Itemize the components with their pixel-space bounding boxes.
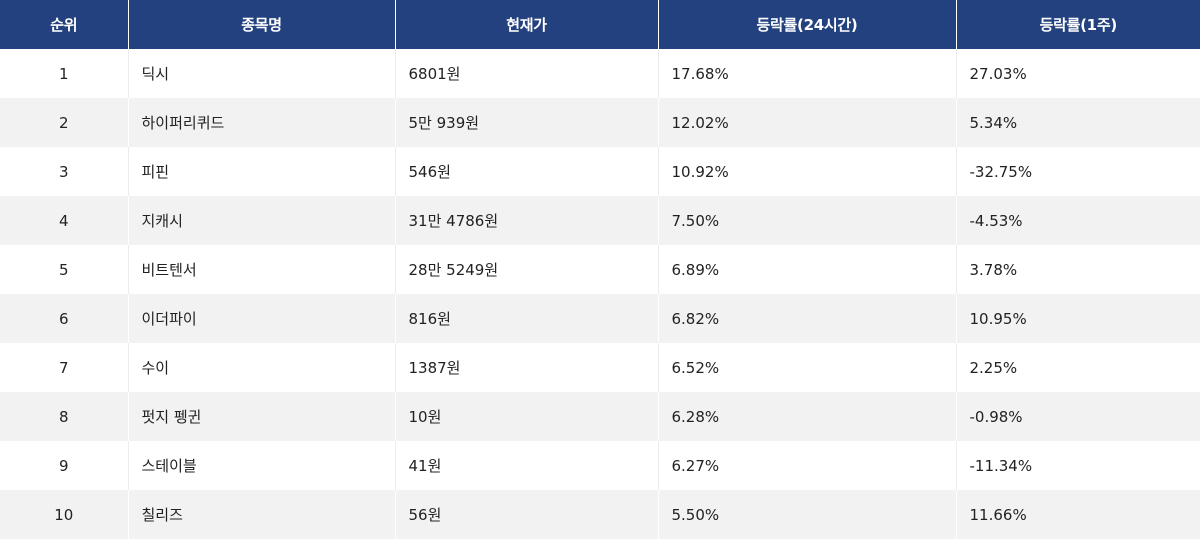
table-row: 1 딕시 6801원 17.68% 27.03% bbox=[0, 49, 1200, 98]
cell-price: 31만 4786원 bbox=[395, 196, 659, 245]
cell-rank: 4 bbox=[0, 196, 129, 245]
cell-price: 28만 5249원 bbox=[395, 245, 659, 294]
cell-change-24h: 17.68% bbox=[658, 49, 957, 98]
cell-name: 수이 bbox=[128, 343, 396, 392]
cell-change-24h: 5.50% bbox=[658, 490, 957, 539]
cell-price: 5만 939원 bbox=[395, 98, 659, 147]
cell-name: 하이퍼리퀴드 bbox=[128, 98, 396, 147]
cell-change-1w: -11.34% bbox=[956, 441, 1200, 490]
header-row: 순위 종목명 현재가 등락률(24시간) 등락률(1주) bbox=[0, 0, 1200, 49]
cell-change-1w: -4.53% bbox=[956, 196, 1200, 245]
cell-change-24h: 6.89% bbox=[658, 245, 957, 294]
table-header: 순위 종목명 현재가 등락률(24시간) 등락률(1주) bbox=[0, 0, 1200, 49]
cell-change-1w: 27.03% bbox=[956, 49, 1200, 98]
table-body: 1 딕시 6801원 17.68% 27.03% 2 하이퍼리퀴드 5만 939원 12.02%… bbox=[0, 49, 1200, 539]
table-row: 10 칠리즈 56원 5.50% 11.66% bbox=[0, 490, 1200, 539]
header-change-24h: 등락률(24시간) bbox=[658, 0, 957, 49]
cell-rank: 8 bbox=[0, 392, 129, 441]
table-row: 4 지캐시 31만 4786원 7.50% -4.53% bbox=[0, 196, 1200, 245]
cell-name: 비트텐서 bbox=[128, 245, 396, 294]
cell-change-24h: 10.92% bbox=[658, 147, 957, 196]
table-row: 6 이더파이 816원 6.82% 10.95% bbox=[0, 294, 1200, 343]
cell-rank: 9 bbox=[0, 441, 129, 490]
table-row: 2 하이퍼리퀴드 5만 939원 12.02% 5.34% bbox=[0, 98, 1200, 147]
header-change-1w: 등락률(1주) bbox=[956, 0, 1200, 49]
cell-change-24h: 6.27% bbox=[658, 441, 957, 490]
cell-change-24h: 12.02% bbox=[658, 98, 957, 147]
cell-price: 10원 bbox=[395, 392, 659, 441]
cell-change-1w: -32.75% bbox=[956, 147, 1200, 196]
table-row: 9 스테이블 41원 6.27% -11.34% bbox=[0, 441, 1200, 490]
cell-price: 41원 bbox=[395, 441, 659, 490]
cell-price: 546원 bbox=[395, 147, 659, 196]
cell-price: 816원 bbox=[395, 294, 659, 343]
cell-name: 이더파이 bbox=[128, 294, 396, 343]
cell-rank: 2 bbox=[0, 98, 129, 147]
table-row: 8 펏지 펭귄 10원 6.28% -0.98% bbox=[0, 392, 1200, 441]
cell-name: 지캐시 bbox=[128, 196, 396, 245]
cell-price: 56원 bbox=[395, 490, 659, 539]
cell-change-1w: 2.25% bbox=[956, 343, 1200, 392]
cell-rank: 3 bbox=[0, 147, 129, 196]
cell-rank: 7 bbox=[0, 343, 129, 392]
table-row: 5 비트텐서 28만 5249원 6.89% 3.78% bbox=[0, 245, 1200, 294]
cell-change-1w: 5.34% bbox=[956, 98, 1200, 147]
cell-name: 펏지 펭귄 bbox=[128, 392, 396, 441]
header-name: 종목명 bbox=[128, 0, 396, 49]
cell-change-24h: 6.82% bbox=[658, 294, 957, 343]
cell-rank: 10 bbox=[0, 490, 129, 539]
cell-rank: 5 bbox=[0, 245, 129, 294]
table-row: 7 수이 1387원 6.52% 2.25% bbox=[0, 343, 1200, 392]
cell-change-24h: 6.52% bbox=[658, 343, 957, 392]
cell-price: 1387원 bbox=[395, 343, 659, 392]
cell-change-1w: 10.95% bbox=[956, 294, 1200, 343]
cell-rank: 1 bbox=[0, 49, 129, 98]
cell-name: 스테이블 bbox=[128, 441, 396, 490]
cell-change-1w: 11.66% bbox=[956, 490, 1200, 539]
cell-change-24h: 6.28% bbox=[658, 392, 957, 441]
header-rank: 순위 bbox=[0, 0, 129, 49]
table-row: 3 피핀 546원 10.92% -32.75% bbox=[0, 147, 1200, 196]
cell-name: 피핀 bbox=[128, 147, 396, 196]
cell-name: 딕시 bbox=[128, 49, 396, 98]
header-price: 현재가 bbox=[395, 0, 659, 49]
cell-change-1w: 3.78% bbox=[956, 245, 1200, 294]
cell-price: 6801원 bbox=[395, 49, 659, 98]
cell-rank: 6 bbox=[0, 294, 129, 343]
cell-change-24h: 7.50% bbox=[658, 196, 957, 245]
cell-change-1w: -0.98% bbox=[956, 392, 1200, 441]
cell-name: 칠리즈 bbox=[128, 490, 396, 539]
